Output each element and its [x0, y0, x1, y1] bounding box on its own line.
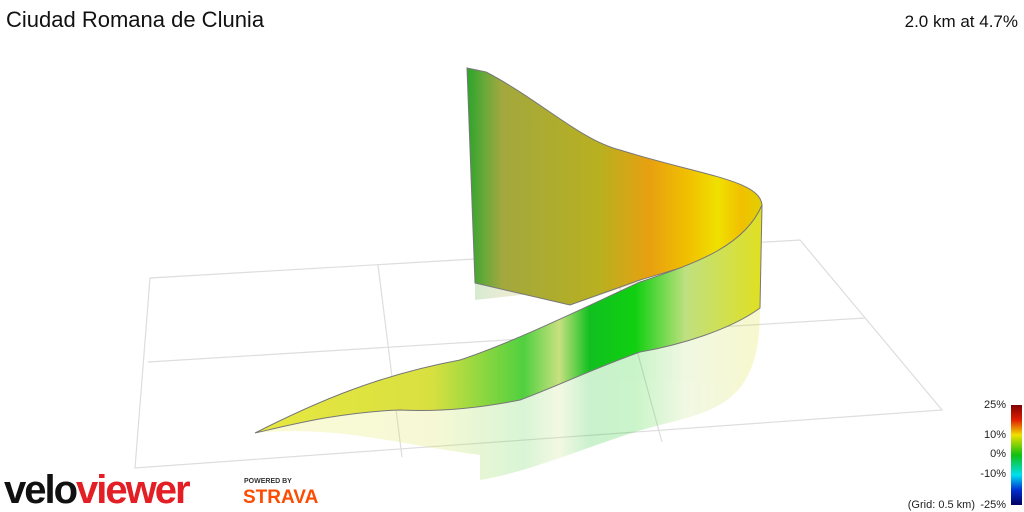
- legend-label: -10%: [980, 468, 1006, 480]
- title: Ciudad Romana de Clunia: [6, 7, 265, 32]
- color-bar: [1011, 405, 1022, 505]
- legend-label: -25%: [980, 499, 1006, 511]
- legend-label: 10%: [984, 429, 1006, 441]
- logo: veloviewer: [4, 468, 190, 512]
- summary: 2.0 km at 4.7%: [905, 12, 1018, 31]
- legend-label: 25%: [984, 399, 1006, 411]
- logo-viewer: viewer: [76, 468, 190, 512]
- profile-front-wall: [254, 204, 763, 434]
- logo-velo: velo: [4, 468, 77, 512]
- strava: STRAVA: [243, 487, 319, 508]
- grid-note: (Grid: 0.5 km): [908, 499, 975, 511]
- legend-label: 0%: [990, 448, 1006, 460]
- powered-by: POWERED BY: [244, 478, 292, 485]
